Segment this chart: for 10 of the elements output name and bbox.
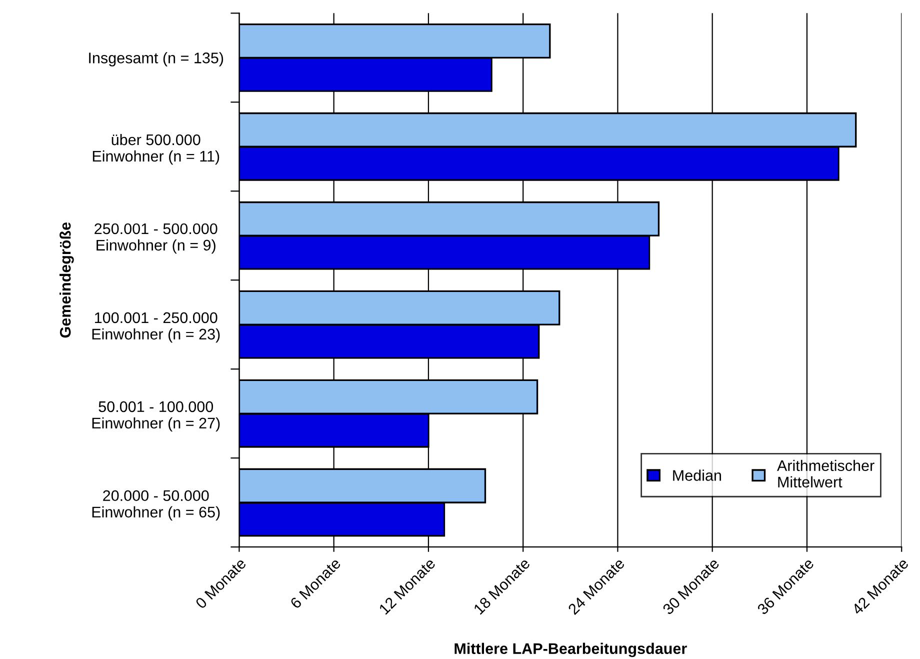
y-tick-label: 100.001 - 250.000 Einwohner (n = 23) bbox=[92, 312, 220, 343]
y-tick-label: 20.000 - 50.000 Einwohner (n = 65) bbox=[92, 490, 220, 521]
legend-label: Median bbox=[673, 470, 721, 481]
legend-label: Arithmetischer Mittelwert bbox=[777, 460, 874, 488]
y-axis-title: Gemeindegröße bbox=[60, 222, 74, 338]
y-tick-label: 50.001 - 100.000 Einwohner (n = 27) bbox=[92, 401, 220, 432]
y-tick-label: über 500.000 Einwohner (n = 11) bbox=[92, 134, 220, 165]
y-tick-label: 250.001 - 500.000 Einwohner (n = 9) bbox=[94, 223, 218, 254]
x-axis-title: Mittlere LAP-Bearbeitungsdauer bbox=[454, 642, 687, 658]
y-tick-label: Insgesamt (n = 135) bbox=[89, 52, 224, 66]
